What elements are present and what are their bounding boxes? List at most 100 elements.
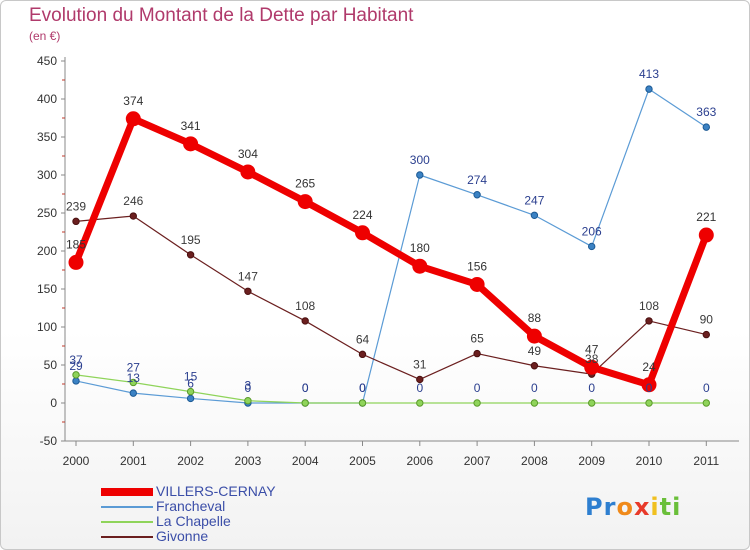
data-point-francheval: [645, 85, 653, 93]
data-point-francheval: [530, 211, 539, 219]
data-label-francheval: 274: [467, 173, 487, 187]
y-tick-label: 250: [37, 206, 57, 220]
data-label-la-chapelle: 0: [474, 381, 481, 395]
data-label-villers-cernay: 304: [238, 147, 258, 161]
data-point-francheval: [588, 242, 596, 251]
data-point-la-chapelle: [702, 399, 710, 407]
logo-letter: t: [659, 493, 673, 521]
data-point-villers-cernay: [68, 254, 84, 270]
data-label-la-chapelle: 0: [531, 381, 538, 395]
y-tick-label: 400: [37, 92, 57, 106]
data-point-francheval: [186, 394, 195, 403]
chart-title: Evolution du Montant de la Dette par Hab…: [29, 5, 414, 26]
data-point-givonne: [702, 330, 710, 339]
data-point-villers-cernay: [641, 377, 657, 393]
data-label-villers-cernay: 374: [123, 94, 143, 108]
data-label-villers-cernay: 341: [181, 119, 201, 133]
logo-letter: o: [616, 493, 634, 521]
data-label-givonne: 38: [585, 352, 599, 366]
data-label-villers-cernay: 180: [410, 241, 430, 255]
data-label-givonne: 90: [700, 313, 714, 327]
data-label-givonne: 49: [528, 344, 542, 358]
x-tick-label: 2006: [406, 454, 433, 468]
data-label-villers-cernay: 265: [295, 177, 315, 191]
x-tick-label: 2001: [120, 454, 147, 468]
y-tick-label: -50: [40, 434, 58, 448]
data-point-givonne: [72, 217, 80, 226]
data-label-givonne: 147: [238, 269, 258, 283]
data-label-givonne: 108: [295, 299, 315, 313]
data-label-francheval: 206: [582, 224, 602, 238]
data-point-francheval: [129, 389, 138, 397]
data-label-villers-cernay: 221: [696, 210, 716, 224]
data-point-francheval: [473, 191, 481, 199]
data-label-la-chapelle: 3: [245, 379, 252, 393]
x-tick-label: 2004: [292, 454, 319, 468]
data-label-francheval: 0: [359, 381, 366, 395]
data-point-givonne: [244, 287, 252, 295]
legend-swatch-la-chapelle: [101, 521, 153, 523]
logo-letter: r: [603, 493, 617, 521]
data-label-givonne: 239: [66, 199, 86, 213]
data-label-villers-cernay: 185: [66, 237, 86, 251]
data-point-la-chapelle: [416, 399, 424, 407]
data-point-givonne: [645, 317, 653, 325]
data-point-la-chapelle: [244, 397, 252, 405]
legend-label-la-chapelle: La Chapelle: [156, 513, 231, 529]
data-point-villers-cernay: [297, 194, 313, 210]
y-tick-label: 50: [44, 358, 58, 372]
legend-swatch-francheval: [101, 506, 153, 508]
data-point-villers-cernay: [355, 225, 370, 241]
data-label-la-chapelle: 15: [184, 370, 198, 384]
data-point-francheval: [416, 171, 424, 179]
x-tick-label: 2010: [636, 454, 663, 468]
legend-label-francheval: Francheval: [156, 498, 226, 514]
series-line-villers-cernay: [72, 115, 710, 389]
y-tick-label: 350: [37, 130, 57, 144]
data-point-la-chapelle: [186, 387, 195, 396]
x-tick-label: 2007: [464, 454, 491, 468]
x-tick-label: 2003: [235, 454, 262, 468]
data-label-villers-cernay: 47: [585, 342, 599, 356]
data-label-villers-cernay: 224: [352, 208, 372, 222]
legend-label-givonne: Givonne: [156, 528, 209, 544]
data-label-givonne: 65: [470, 332, 484, 346]
data-label-la-chapelle: 0: [646, 381, 653, 395]
data-point-givonne: [358, 350, 367, 359]
x-tick-label: 2000: [63, 454, 90, 468]
series-line-givonne: [75, 215, 707, 381]
data-label-givonne: 195: [181, 233, 201, 247]
data-label-francheval: 363: [696, 105, 716, 119]
data-point-givonne: [186, 251, 195, 259]
y-tick-label: 150: [37, 282, 57, 296]
y-tick-label: 0: [50, 396, 57, 410]
data-label-francheval: 247: [524, 193, 544, 207]
legend-swatch-givonne: [101, 536, 153, 538]
data-label-francheval: 6: [187, 376, 194, 390]
data-label-la-chapelle: 0: [302, 381, 309, 395]
data-label-la-chapelle: 0: [703, 381, 710, 395]
logo-letter: x: [633, 493, 651, 521]
x-tick-label: 2009: [578, 454, 605, 468]
data-point-la-chapelle: [473, 399, 481, 407]
data-point-la-chapelle: [588, 399, 596, 407]
data-label-la-chapelle: 0: [416, 381, 423, 395]
data-point-francheval: [702, 123, 710, 131]
data-point-villers-cernay: [698, 227, 714, 243]
data-point-francheval: [72, 377, 80, 385]
data-point-villers-cernay: [584, 359, 600, 375]
logo-letter: P: [585, 493, 604, 521]
y-tick-label: 450: [37, 54, 57, 68]
data-label-la-chapelle: 37: [69, 353, 83, 367]
data-point-villers-cernay: [412, 258, 428, 274]
data-label-givonne: 246: [123, 194, 143, 208]
data-label-villers-cernay: 24: [642, 360, 656, 374]
data-point-givonne: [129, 212, 138, 220]
data-point-villers-cernay: [125, 111, 141, 127]
data-label-villers-cernay: 88: [528, 311, 542, 325]
data-label-francheval: 413: [639, 67, 659, 81]
y-tick-label: 100: [37, 320, 57, 334]
data-label-francheval: 13: [127, 371, 141, 385]
data-label-francheval: 0: [302, 381, 309, 395]
